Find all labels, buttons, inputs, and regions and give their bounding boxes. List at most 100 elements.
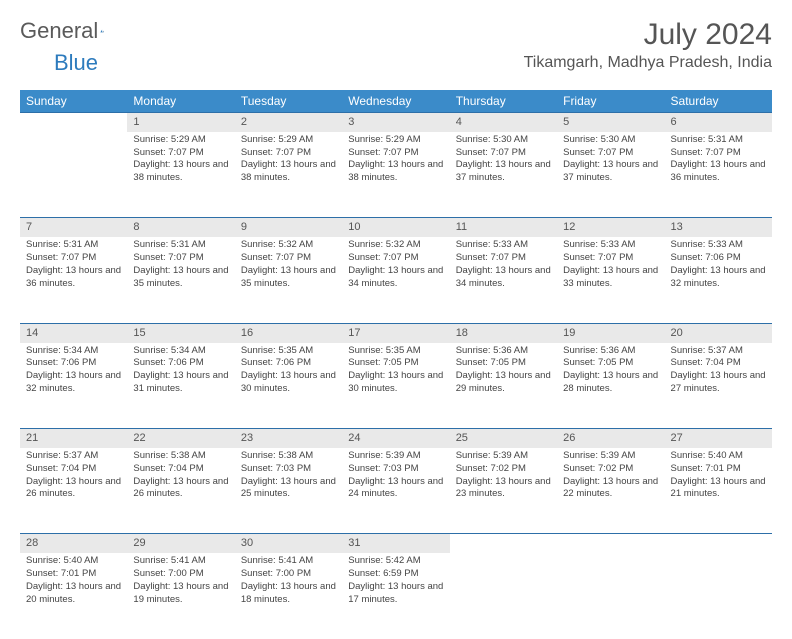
- day-detail-row: Sunrise: 5:37 AMSunset: 7:04 PMDaylight:…: [20, 448, 772, 534]
- day-number-cell: 18: [450, 323, 557, 342]
- day-detail-cell: Sunrise: 5:37 AMSunset: 7:04 PMDaylight:…: [665, 343, 772, 429]
- sunrise-line: Sunrise: 5:34 AM: [133, 345, 228, 358]
- day-number-cell: [450, 534, 557, 553]
- day-detail-cell: Sunrise: 5:40 AMSunset: 7:01 PMDaylight:…: [665, 448, 772, 534]
- weekday-header-row: SundayMondayTuesdayWednesdayThursdayFrid…: [20, 90, 772, 113]
- day-detail-cell: Sunrise: 5:30 AMSunset: 7:07 PMDaylight:…: [450, 132, 557, 218]
- logo: General: [20, 18, 124, 44]
- sunrise-line: Sunrise: 5:29 AM: [348, 134, 443, 147]
- calendar-table: SundayMondayTuesdayWednesdayThursdayFrid…: [20, 90, 772, 639]
- day-number-row: 28293031: [20, 534, 772, 553]
- day-detail-cell: Sunrise: 5:37 AMSunset: 7:04 PMDaylight:…: [20, 448, 127, 534]
- daylight-line: Daylight: 13 hours and 21 minutes.: [671, 476, 766, 502]
- day-detail-cell: [665, 553, 772, 639]
- weekday-header: Sunday: [20, 90, 127, 113]
- sunrise-line: Sunrise: 5:36 AM: [563, 345, 658, 358]
- daylight-line: Daylight: 13 hours and 34 minutes.: [348, 265, 443, 291]
- day-number-cell: [557, 534, 664, 553]
- day-number-cell: 8: [127, 218, 234, 237]
- day-detail-cell: Sunrise: 5:33 AMSunset: 7:07 PMDaylight:…: [450, 237, 557, 323]
- sunset-line: Sunset: 7:07 PM: [563, 147, 658, 160]
- daylight-line: Daylight: 13 hours and 33 minutes.: [563, 265, 658, 291]
- logo-sail-icon: [100, 21, 104, 41]
- day-detail-cell: Sunrise: 5:32 AMSunset: 7:07 PMDaylight:…: [342, 237, 449, 323]
- sunrise-line: Sunrise: 5:37 AM: [26, 450, 121, 463]
- sunrise-line: Sunrise: 5:32 AM: [348, 239, 443, 252]
- daylight-line: Daylight: 13 hours and 38 minutes.: [348, 159, 443, 185]
- day-number-cell: 4: [450, 113, 557, 132]
- sunrise-line: Sunrise: 5:37 AM: [671, 345, 766, 358]
- day-number-cell: 30: [235, 534, 342, 553]
- sunset-line: Sunset: 7:06 PM: [133, 357, 228, 370]
- day-number-cell: [20, 113, 127, 132]
- sunrise-line: Sunrise: 5:31 AM: [671, 134, 766, 147]
- day-number-cell: 26: [557, 429, 664, 448]
- daylight-line: Daylight: 13 hours and 36 minutes.: [26, 265, 121, 291]
- day-detail-cell: Sunrise: 5:33 AMSunset: 7:07 PMDaylight:…: [557, 237, 664, 323]
- daylight-line: Daylight: 13 hours and 32 minutes.: [26, 370, 121, 396]
- calendar-body: 123456Sunrise: 5:29 AMSunset: 7:07 PMDay…: [20, 113, 772, 639]
- day-number-cell: 15: [127, 323, 234, 342]
- day-number-cell: 13: [665, 218, 772, 237]
- day-number-cell: 16: [235, 323, 342, 342]
- sunrise-line: Sunrise: 5:38 AM: [241, 450, 336, 463]
- day-number-cell: 10: [342, 218, 449, 237]
- daylight-line: Daylight: 13 hours and 18 minutes.: [241, 581, 336, 607]
- day-detail-cell: [450, 553, 557, 639]
- sunrise-line: Sunrise: 5:39 AM: [563, 450, 658, 463]
- sunset-line: Sunset: 7:01 PM: [26, 568, 121, 581]
- day-number-cell: 14: [20, 323, 127, 342]
- daylight-line: Daylight: 13 hours and 22 minutes.: [563, 476, 658, 502]
- sunrise-line: Sunrise: 5:36 AM: [456, 345, 551, 358]
- day-detail-cell: Sunrise: 5:42 AMSunset: 6:59 PMDaylight:…: [342, 553, 449, 639]
- day-number-cell: 21: [20, 429, 127, 448]
- daylight-line: Daylight: 13 hours and 31 minutes.: [133, 370, 228, 396]
- daylight-line: Daylight: 13 hours and 24 minutes.: [348, 476, 443, 502]
- sunset-line: Sunset: 7:06 PM: [241, 357, 336, 370]
- day-number-cell: 2: [235, 113, 342, 132]
- sunrise-line: Sunrise: 5:32 AM: [241, 239, 336, 252]
- day-detail-cell: Sunrise: 5:39 AMSunset: 7:03 PMDaylight:…: [342, 448, 449, 534]
- sunrise-line: Sunrise: 5:30 AM: [563, 134, 658, 147]
- sunset-line: Sunset: 7:07 PM: [563, 252, 658, 265]
- day-detail-cell: Sunrise: 5:36 AMSunset: 7:05 PMDaylight:…: [557, 343, 664, 429]
- sunrise-line: Sunrise: 5:40 AM: [26, 555, 121, 568]
- day-number-cell: 23: [235, 429, 342, 448]
- month-title: July 2024: [524, 18, 772, 52]
- day-number-row: 78910111213: [20, 218, 772, 237]
- day-detail-cell: Sunrise: 5:38 AMSunset: 7:03 PMDaylight:…: [235, 448, 342, 534]
- day-detail-cell: Sunrise: 5:41 AMSunset: 7:00 PMDaylight:…: [235, 553, 342, 639]
- day-number-cell: 27: [665, 429, 772, 448]
- logo-text-2: Blue: [54, 50, 98, 76]
- sunrise-line: Sunrise: 5:31 AM: [133, 239, 228, 252]
- sunset-line: Sunset: 7:02 PM: [456, 463, 551, 476]
- daylight-line: Daylight: 13 hours and 26 minutes.: [133, 476, 228, 502]
- daylight-line: Daylight: 13 hours and 19 minutes.: [133, 581, 228, 607]
- sunrise-line: Sunrise: 5:39 AM: [456, 450, 551, 463]
- day-number-cell: 3: [342, 113, 449, 132]
- sunrise-line: Sunrise: 5:33 AM: [563, 239, 658, 252]
- sunset-line: Sunset: 7:00 PM: [241, 568, 336, 581]
- day-detail-cell: Sunrise: 5:36 AMSunset: 7:05 PMDaylight:…: [450, 343, 557, 429]
- daylight-line: Daylight: 13 hours and 34 minutes.: [456, 265, 551, 291]
- day-detail-row: Sunrise: 5:34 AMSunset: 7:06 PMDaylight:…: [20, 343, 772, 429]
- day-number-row: 123456: [20, 113, 772, 132]
- sunset-line: Sunset: 7:07 PM: [348, 147, 443, 160]
- day-number-cell: 31: [342, 534, 449, 553]
- sunset-line: Sunset: 7:06 PM: [26, 357, 121, 370]
- sunrise-line: Sunrise: 5:30 AM: [456, 134, 551, 147]
- sunset-line: Sunset: 7:05 PM: [563, 357, 658, 370]
- sunset-line: Sunset: 6:59 PM: [348, 568, 443, 581]
- day-detail-cell: Sunrise: 5:40 AMSunset: 7:01 PMDaylight:…: [20, 553, 127, 639]
- day-number-cell: 12: [557, 218, 664, 237]
- day-detail-cell: Sunrise: 5:31 AMSunset: 7:07 PMDaylight:…: [20, 237, 127, 323]
- day-detail-row: Sunrise: 5:31 AMSunset: 7:07 PMDaylight:…: [20, 237, 772, 323]
- daylight-line: Daylight: 13 hours and 37 minutes.: [456, 159, 551, 185]
- day-detail-cell: Sunrise: 5:41 AMSunset: 7:00 PMDaylight:…: [127, 553, 234, 639]
- weekday-header: Thursday: [450, 90, 557, 113]
- sunrise-line: Sunrise: 5:31 AM: [26, 239, 121, 252]
- daylight-line: Daylight: 13 hours and 32 minutes.: [671, 265, 766, 291]
- sunset-line: Sunset: 7:07 PM: [456, 252, 551, 265]
- sunset-line: Sunset: 7:07 PM: [241, 147, 336, 160]
- sunrise-line: Sunrise: 5:34 AM: [26, 345, 121, 358]
